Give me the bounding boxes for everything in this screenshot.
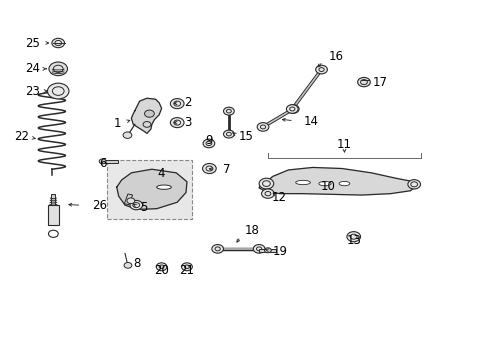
- Ellipse shape: [157, 185, 171, 189]
- Circle shape: [49, 62, 67, 76]
- Ellipse shape: [318, 181, 330, 186]
- Text: 21: 21: [179, 264, 194, 277]
- Circle shape: [223, 107, 234, 115]
- Bar: [51, 194, 55, 205]
- Circle shape: [170, 99, 183, 109]
- Circle shape: [144, 110, 154, 117]
- Text: 25: 25: [25, 36, 40, 50]
- Circle shape: [156, 263, 166, 271]
- Polygon shape: [117, 169, 186, 210]
- Circle shape: [315, 65, 327, 74]
- Bar: [124, 194, 132, 205]
- Text: 19: 19: [272, 244, 287, 257]
- Circle shape: [259, 178, 273, 189]
- Circle shape: [264, 248, 271, 253]
- Text: 22: 22: [14, 130, 29, 144]
- Text: 4: 4: [157, 167, 164, 180]
- Text: 1: 1: [114, 117, 122, 130]
- Circle shape: [181, 263, 192, 271]
- Text: 23: 23: [25, 85, 40, 98]
- Circle shape: [130, 201, 142, 210]
- Bar: [259, 249, 276, 252]
- Text: 7: 7: [222, 163, 229, 176]
- Circle shape: [253, 244, 264, 253]
- Text: 9: 9: [205, 134, 213, 147]
- Text: 15: 15: [238, 130, 253, 143]
- Circle shape: [211, 244, 223, 253]
- Circle shape: [346, 231, 360, 242]
- Text: 13: 13: [346, 234, 361, 247]
- Bar: [100, 160, 118, 163]
- Text: 17: 17: [371, 76, 386, 89]
- Text: 20: 20: [154, 264, 169, 277]
- Text: 18: 18: [244, 224, 259, 238]
- Circle shape: [99, 159, 106, 164]
- Circle shape: [286, 105, 298, 113]
- Circle shape: [202, 163, 216, 174]
- Text: 26: 26: [92, 199, 107, 212]
- Circle shape: [127, 198, 135, 204]
- Text: 10: 10: [320, 180, 335, 193]
- Circle shape: [257, 123, 268, 131]
- Circle shape: [287, 105, 299, 113]
- Text: 5: 5: [140, 202, 147, 215]
- Circle shape: [357, 77, 369, 87]
- Text: 24: 24: [25, 62, 40, 75]
- Circle shape: [223, 130, 234, 138]
- Text: 2: 2: [183, 96, 191, 109]
- Bar: [107, 160, 192, 220]
- Circle shape: [261, 189, 274, 198]
- Circle shape: [52, 39, 64, 48]
- Ellipse shape: [295, 180, 310, 185]
- Text: 14: 14: [304, 116, 318, 129]
- Polygon shape: [259, 167, 415, 195]
- Ellipse shape: [338, 181, 349, 186]
- Circle shape: [123, 132, 132, 138]
- Text: 6: 6: [99, 157, 106, 170]
- Circle shape: [47, 83, 69, 99]
- Text: 12: 12: [271, 192, 286, 204]
- Circle shape: [170, 118, 183, 128]
- Bar: [48, 205, 59, 225]
- Circle shape: [124, 262, 132, 268]
- Circle shape: [203, 139, 214, 148]
- Text: 16: 16: [328, 50, 343, 63]
- Polygon shape: [131, 98, 161, 134]
- Text: 8: 8: [133, 257, 141, 270]
- Circle shape: [407, 180, 420, 189]
- Text: 11: 11: [336, 138, 351, 151]
- Text: 3: 3: [183, 116, 191, 129]
